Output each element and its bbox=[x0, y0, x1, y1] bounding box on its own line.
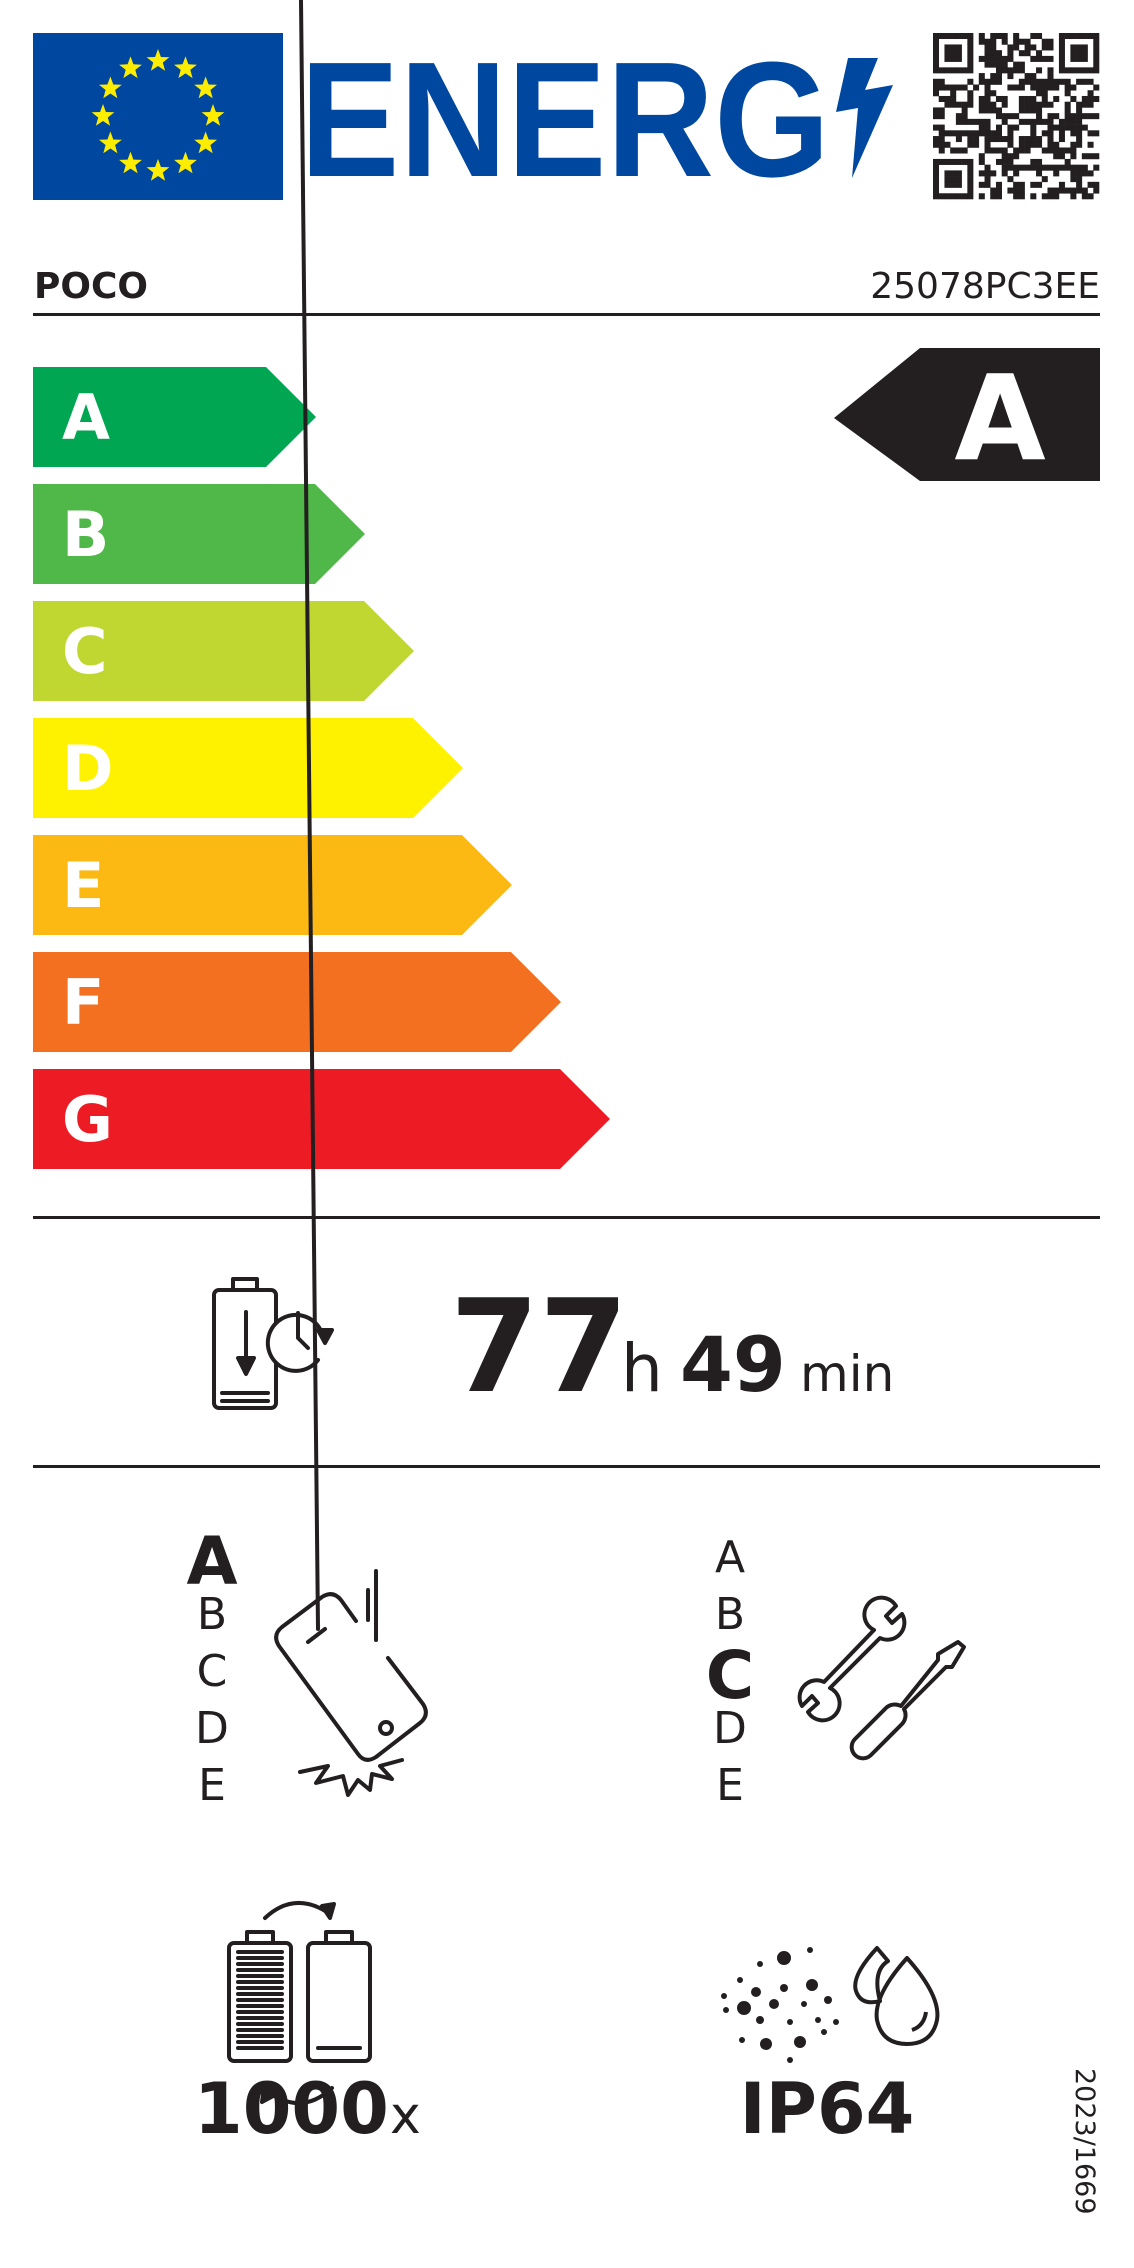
energy-class-f: F bbox=[33, 952, 561, 1052]
divider bbox=[33, 1465, 1100, 1468]
energy-class-letter: B bbox=[62, 498, 109, 571]
energy-class-g: G bbox=[33, 1069, 610, 1169]
scale-letter: D bbox=[195, 1703, 229, 1754]
battery-hours: 77 bbox=[450, 1273, 628, 1422]
energy-class-letter: A bbox=[62, 381, 110, 454]
qr-code bbox=[933, 33, 1100, 200]
star-icon bbox=[146, 159, 170, 181]
energy-logo-text: ENERG bbox=[300, 28, 830, 211]
star-icon bbox=[99, 131, 122, 154]
energy-class-a: A bbox=[33, 367, 316, 467]
scale-letter: C bbox=[706, 1637, 754, 1714]
star-icon bbox=[119, 56, 142, 79]
energy-class-letter: E bbox=[62, 849, 104, 922]
divider bbox=[33, 1216, 1100, 1219]
energy-class-letter: C bbox=[62, 615, 108, 688]
battery-endurance-icon bbox=[212, 1277, 334, 1410]
phone-drop-icon bbox=[274, 0, 428, 1797]
star-icon bbox=[194, 131, 217, 154]
energy-class-letter: D bbox=[62, 732, 113, 805]
star-icon bbox=[174, 151, 197, 174]
model-number: 25078PC3EE bbox=[870, 266, 1100, 307]
battery-minutes-unit: min bbox=[800, 1345, 894, 1403]
divider bbox=[33, 313, 1100, 316]
scale-letter: B bbox=[715, 1589, 745, 1640]
star-icon bbox=[174, 56, 197, 79]
energy-class-b: B bbox=[33, 484, 365, 584]
ip-rating: IP64 bbox=[740, 2068, 915, 2150]
star-icon bbox=[194, 76, 217, 99]
energy-rating-indicator: A bbox=[834, 348, 1100, 487]
battery-cycles-icon bbox=[227, 1900, 372, 2106]
battery-hours-unit: h bbox=[621, 1330, 663, 1407]
energy-rating-letter: A bbox=[954, 349, 1045, 487]
energy-class-e: E bbox=[33, 835, 512, 935]
scale-letter: B bbox=[197, 1589, 227, 1640]
energy-class-letter: F bbox=[62, 966, 104, 1039]
scale-letter: A bbox=[186, 1523, 237, 1600]
water-drops-icon bbox=[853, 1946, 940, 2046]
scale-letter: E bbox=[716, 1760, 744, 1811]
scale-letter: D bbox=[713, 1703, 747, 1754]
energy-class-d: D bbox=[33, 718, 463, 818]
wrench-screwdriver-icon bbox=[797, 1595, 966, 1761]
star-icon bbox=[201, 104, 225, 126]
star-icon bbox=[99, 76, 122, 99]
brand-name: POCO bbox=[34, 266, 148, 307]
lightning-icon bbox=[836, 58, 893, 178]
battery-cycles-unit: x bbox=[390, 2086, 421, 2146]
regulation-number: 2023/1669 bbox=[1069, 2068, 1100, 2215]
star-icon bbox=[119, 151, 142, 174]
star-icon bbox=[91, 104, 115, 126]
scale-letter: A bbox=[715, 1532, 745, 1583]
dust-icon bbox=[721, 1947, 839, 2063]
scale-letter: E bbox=[198, 1760, 226, 1811]
eu-flag-icon bbox=[33, 33, 283, 200]
energy-class-letter: G bbox=[62, 1083, 113, 1156]
star-icon bbox=[146, 49, 170, 71]
battery-cycles-value: 1000 bbox=[194, 2068, 389, 2150]
scale-letter: C bbox=[197, 1646, 228, 1697]
energy-class-c: C bbox=[33, 601, 414, 701]
battery-minutes: 49 bbox=[680, 1320, 786, 1409]
